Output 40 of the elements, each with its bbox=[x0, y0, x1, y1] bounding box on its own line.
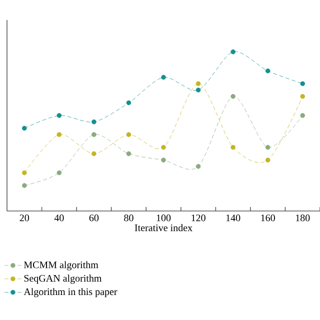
point bbox=[265, 158, 270, 162]
legend-label: Algorithm in this paper bbox=[24, 288, 118, 298]
point bbox=[126, 132, 132, 137]
point bbox=[265, 68, 270, 74]
point bbox=[161, 74, 166, 80]
x-tick-label: 20 bbox=[20, 214, 30, 222]
point bbox=[161, 158, 166, 162]
x-tick-label: 180 bbox=[296, 214, 310, 222]
point bbox=[300, 113, 306, 118]
point bbox=[56, 132, 62, 137]
legend-label: SeqGAN algorithm bbox=[24, 274, 102, 284]
point bbox=[230, 49, 236, 54]
point bbox=[22, 183, 27, 188]
point bbox=[300, 81, 306, 86]
point bbox=[22, 126, 27, 131]
point bbox=[126, 151, 132, 156]
x-tick-label: 100 bbox=[156, 214, 171, 222]
point bbox=[56, 170, 62, 176]
point bbox=[56, 113, 62, 118]
point bbox=[300, 94, 306, 99]
point bbox=[230, 144, 236, 150]
x-tick-label: 80 bbox=[124, 214, 134, 222]
x-tick-label: 140 bbox=[226, 214, 240, 222]
point bbox=[265, 144, 270, 150]
legend-label: MCMM algorithm bbox=[24, 261, 98, 270]
point bbox=[92, 119, 96, 124]
point bbox=[92, 151, 96, 156]
x-tick-label: 40 bbox=[54, 214, 64, 222]
point bbox=[196, 88, 201, 92]
x-tick-label: 160 bbox=[261, 214, 275, 222]
point bbox=[230, 94, 236, 99]
point bbox=[126, 100, 132, 106]
point bbox=[22, 170, 27, 176]
x-tick-label: 120 bbox=[192, 214, 206, 222]
x-axis-title: Iterative index bbox=[134, 224, 192, 232]
point bbox=[92, 132, 96, 137]
point bbox=[196, 164, 201, 169]
x-tick-label: 60 bbox=[89, 214, 99, 222]
point bbox=[161, 144, 166, 150]
point bbox=[196, 81, 201, 86]
